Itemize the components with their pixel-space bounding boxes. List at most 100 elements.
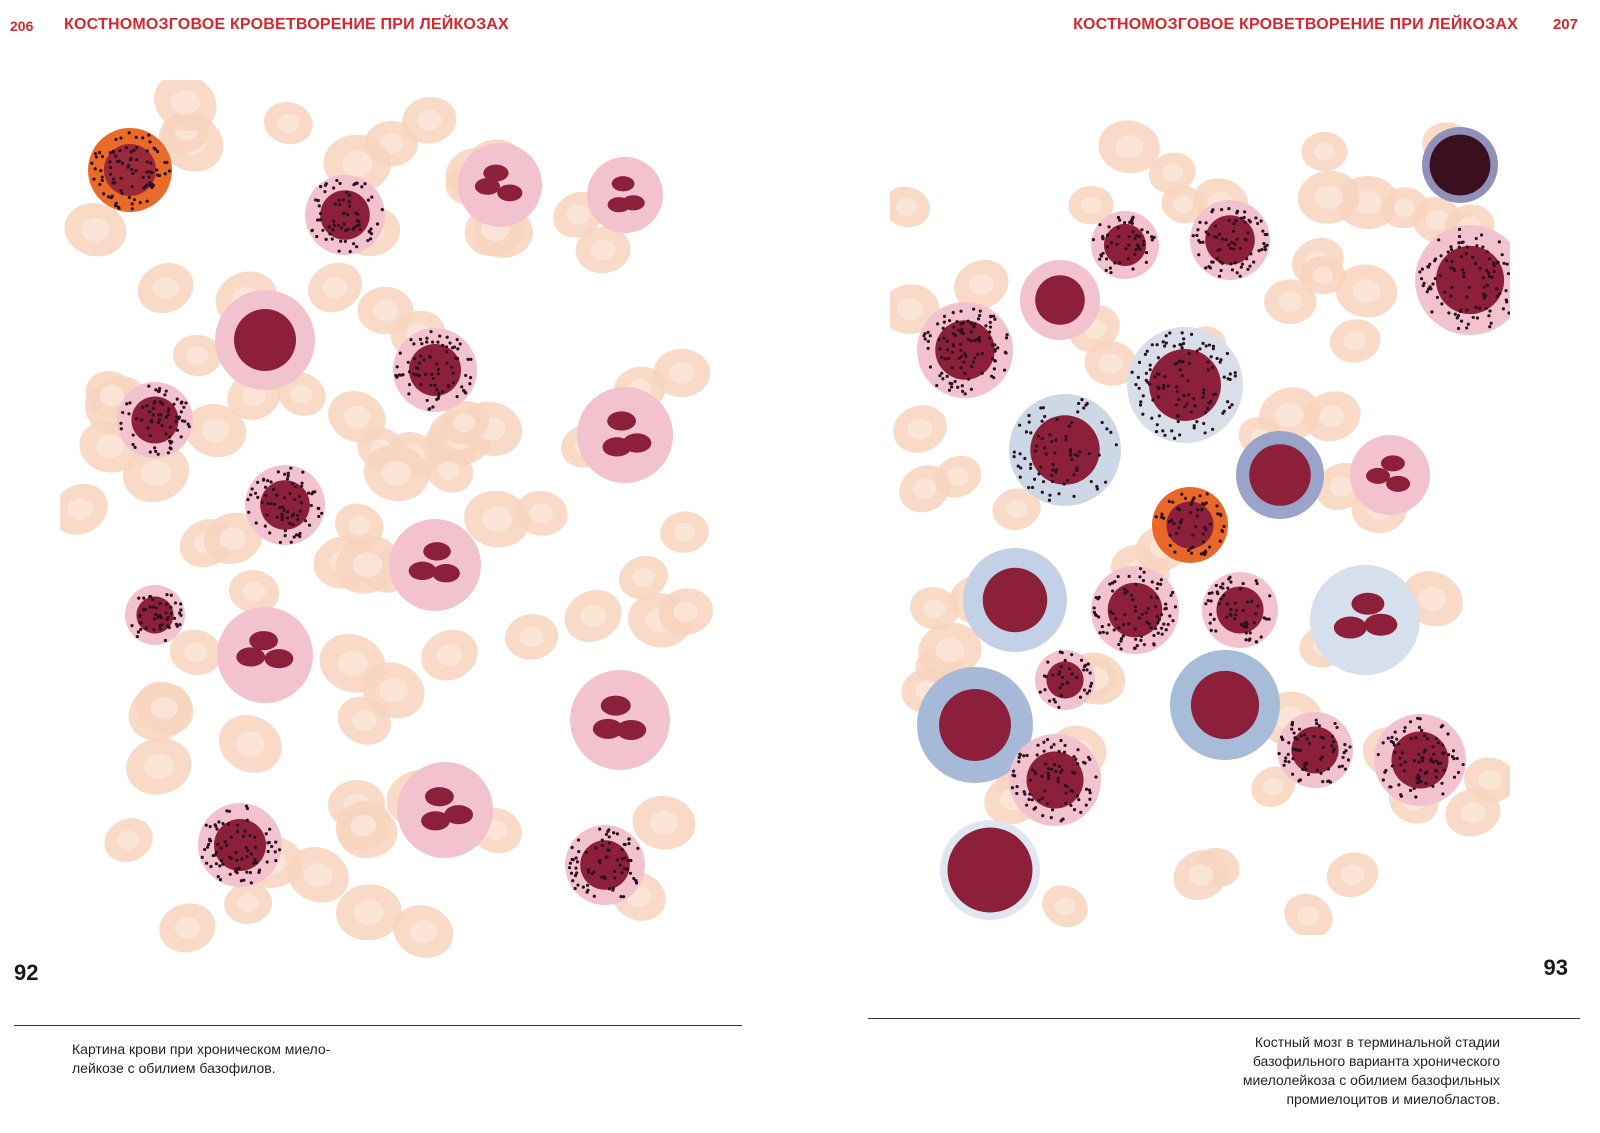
page-number: 207 bbox=[1552, 16, 1578, 33]
red-blood-cell bbox=[1148, 152, 1196, 194]
red-blood-cell bbox=[1084, 340, 1137, 386]
red-blood-cell bbox=[1284, 893, 1333, 935]
red-blood-cell bbox=[954, 259, 1009, 310]
red-blood-cell bbox=[992, 488, 1041, 530]
white-blood-cell bbox=[1020, 260, 1100, 340]
white-blood-cell bbox=[1190, 200, 1270, 280]
red-blood-cell bbox=[60, 483, 108, 535]
white-blood-cell bbox=[1422, 127, 1498, 203]
white-blood-cell bbox=[1374, 714, 1466, 806]
red-blood-cell bbox=[335, 884, 402, 941]
caption-divider bbox=[14, 1025, 742, 1026]
red-blood-cell bbox=[890, 284, 940, 334]
red-blood-cell bbox=[1173, 850, 1229, 900]
red-blood-cell bbox=[218, 715, 282, 773]
red-blood-cell bbox=[335, 535, 400, 594]
red-blood-cell bbox=[224, 882, 273, 924]
white-blood-cell bbox=[1152, 487, 1228, 563]
figure-number: 93 bbox=[1543, 955, 1568, 980]
caption-line: лейкозе с обилием базофилов. bbox=[72, 1060, 276, 1076]
white-blood-cell bbox=[198, 803, 282, 887]
white-blood-cell bbox=[565, 825, 645, 905]
red-blood-cell bbox=[1303, 391, 1361, 442]
red-blood-cell bbox=[184, 404, 247, 458]
red-blood-cell bbox=[1445, 788, 1501, 837]
red-blood-cell bbox=[464, 490, 530, 548]
red-blood-cell bbox=[1301, 131, 1348, 172]
white-blood-cell bbox=[217, 607, 313, 703]
white-blood-cell bbox=[1202, 572, 1278, 648]
white-blood-cell bbox=[587, 157, 663, 233]
red-blood-cell bbox=[287, 847, 349, 903]
red-blood-cell bbox=[658, 588, 714, 636]
white-blood-cell bbox=[1277, 712, 1353, 788]
white-blood-cell bbox=[125, 585, 185, 645]
red-blood-cell bbox=[1098, 120, 1160, 174]
caption-divider bbox=[868, 1018, 1580, 1019]
white-blood-cell bbox=[1009, 734, 1101, 826]
red-blood-cell bbox=[653, 348, 711, 398]
white-blood-cell bbox=[1127, 327, 1243, 443]
caption-line: миелолейкоза с обилием базофильных bbox=[1242, 1072, 1500, 1088]
white-blood-cell bbox=[393, 328, 477, 412]
red-blood-cell bbox=[893, 405, 947, 453]
red-blood-cell bbox=[135, 681, 194, 735]
white-blood-cell bbox=[1350, 435, 1430, 515]
white-blood-cell bbox=[397, 762, 493, 858]
caption-line: Картина крови при хроническом миело- bbox=[72, 1041, 331, 1057]
red-blood-cell bbox=[154, 80, 217, 132]
white-blood-cell bbox=[940, 820, 1040, 920]
right-page: КОСТНОМОЗГОВОЕ КРОВЕТВОРЕНИЕ ПРИ ЛЕЙКОЗА… bbox=[790, 0, 1600, 1133]
white-blood-cell bbox=[1236, 431, 1324, 519]
red-blood-cell bbox=[1326, 852, 1379, 898]
caption-line: Костный мозг в терминальной стадии bbox=[1254, 1034, 1500, 1050]
red-blood-cell bbox=[1068, 185, 1114, 225]
figure-caption: Костный мозг в терминальной стадии базоф… bbox=[1180, 1033, 1500, 1109]
red-blood-cell bbox=[505, 614, 559, 660]
figure-number: 92 bbox=[14, 960, 39, 985]
running-head: КОСТНОМОЗГОВОЕ КРОВЕТВОРЕНИЕ ПРИ ЛЕЙКОЗА… bbox=[64, 16, 509, 33]
red-blood-cell bbox=[890, 186, 930, 228]
red-blood-cell bbox=[660, 511, 709, 553]
red-blood-cell bbox=[899, 465, 951, 513]
page-number: 206 bbox=[10, 18, 34, 34]
white-blood-cell bbox=[1091, 566, 1179, 654]
red-blood-cell bbox=[123, 444, 190, 503]
red-blood-cell bbox=[1380, 187, 1429, 229]
white-blood-cell bbox=[1170, 650, 1280, 760]
red-blood-cell bbox=[918, 622, 982, 678]
red-blood-cell bbox=[173, 334, 222, 377]
caption-line: промиелоцитов и миелобластов. bbox=[1286, 1091, 1500, 1107]
red-blood-cell bbox=[104, 818, 153, 862]
red-blood-cell bbox=[319, 633, 386, 693]
white-blood-cell bbox=[917, 302, 1013, 398]
caption-line: базофильного варианта хронического bbox=[1252, 1053, 1500, 1069]
red-blood-cell bbox=[1300, 256, 1346, 295]
figure-caption: Картина крови при хроническом миело- лей… bbox=[72, 1040, 402, 1078]
red-blood-cell bbox=[137, 263, 194, 314]
red-blood-cell bbox=[575, 226, 631, 274]
red-blood-cell bbox=[618, 555, 668, 600]
red-blood-cell bbox=[308, 262, 363, 313]
red-blood-cell bbox=[228, 570, 280, 614]
red-blood-cell bbox=[402, 96, 457, 144]
white-blood-cell bbox=[215, 290, 315, 390]
red-blood-cell bbox=[126, 737, 192, 795]
white-blood-cell bbox=[117, 382, 193, 458]
red-blood-cell bbox=[440, 401, 489, 445]
red-blood-cell bbox=[328, 391, 386, 443]
white-blood-cell bbox=[963, 548, 1067, 652]
white-blood-cell bbox=[88, 128, 172, 212]
running-head: КОСТНОМОЗГОВОЕ КРОВЕТВОРЕНИЕ ПРИ ЛЕЙКОЗА… bbox=[1073, 16, 1518, 33]
left-page: 206 КОСТНОМОЗГОВОЕ КРОВЕТВОРЕНИЕ ПРИ ЛЕЙ… bbox=[0, 0, 760, 1133]
white-blood-cell bbox=[1091, 211, 1159, 279]
red-blood-cell bbox=[335, 800, 392, 851]
red-blood-cell bbox=[1264, 279, 1317, 324]
white-blood-cell bbox=[1035, 650, 1095, 710]
red-blood-cell bbox=[393, 905, 454, 958]
red-blood-cell bbox=[632, 795, 696, 850]
red-blood-cell bbox=[159, 903, 216, 953]
white-blood-cell bbox=[1009, 394, 1121, 506]
red-blood-cell bbox=[64, 203, 127, 257]
red-blood-cell bbox=[515, 490, 568, 536]
